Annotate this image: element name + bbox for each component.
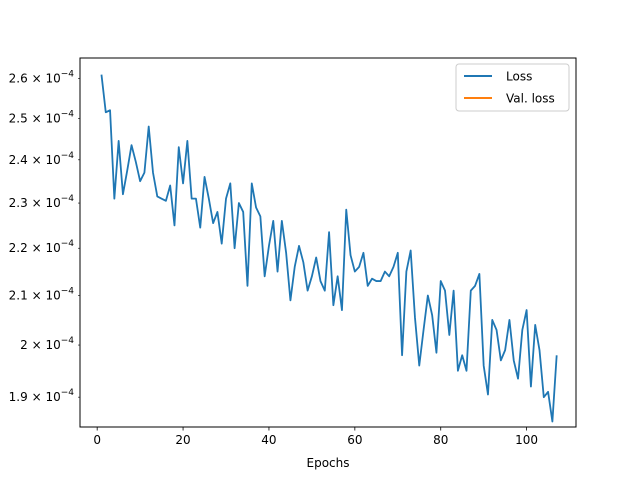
x-tick-label: 80 [433,433,448,447]
y-tick-label: 2.5 × 10−4 [9,109,75,125]
y-tick-label: 2.4 × 10−4 [9,151,75,167]
x-tick-label: 60 [347,433,362,447]
y-tick-label: 2.2 × 10−4 [9,239,75,255]
x-axis: 0 20 40 60 80 100 [93,427,538,447]
plot-lines [100,74,558,423]
y-tick-label: 2.6 × 10−4 [9,70,75,86]
y-axis: 1.9 × 10−4 2 × 10−4 2.1 × 10−4 2.2 × 10−4 2.… [9,70,80,404]
x-tick-label: 100 [515,433,538,447]
series-line-loss [100,74,558,423]
legend-label-loss: Loss [506,70,532,84]
x-tick-label: 0 [93,433,101,447]
y-tick-label: 2.3 × 10−4 [9,194,75,210]
legend-label-val-loss: Val. loss [506,92,555,106]
x-tick-label: 20 [175,433,190,447]
y-tick-label: 2.1 × 10−4 [9,286,75,302]
legend: Loss Val. loss [455,63,570,112]
y-tick-label: 2 × 10−4 [20,336,74,352]
x-tick-label: 40 [261,433,276,447]
x-axis-label: Epochs [307,456,350,470]
y-tick-label: 1.9 × 10−4 [9,388,75,404]
plot-frame [79,57,577,428]
